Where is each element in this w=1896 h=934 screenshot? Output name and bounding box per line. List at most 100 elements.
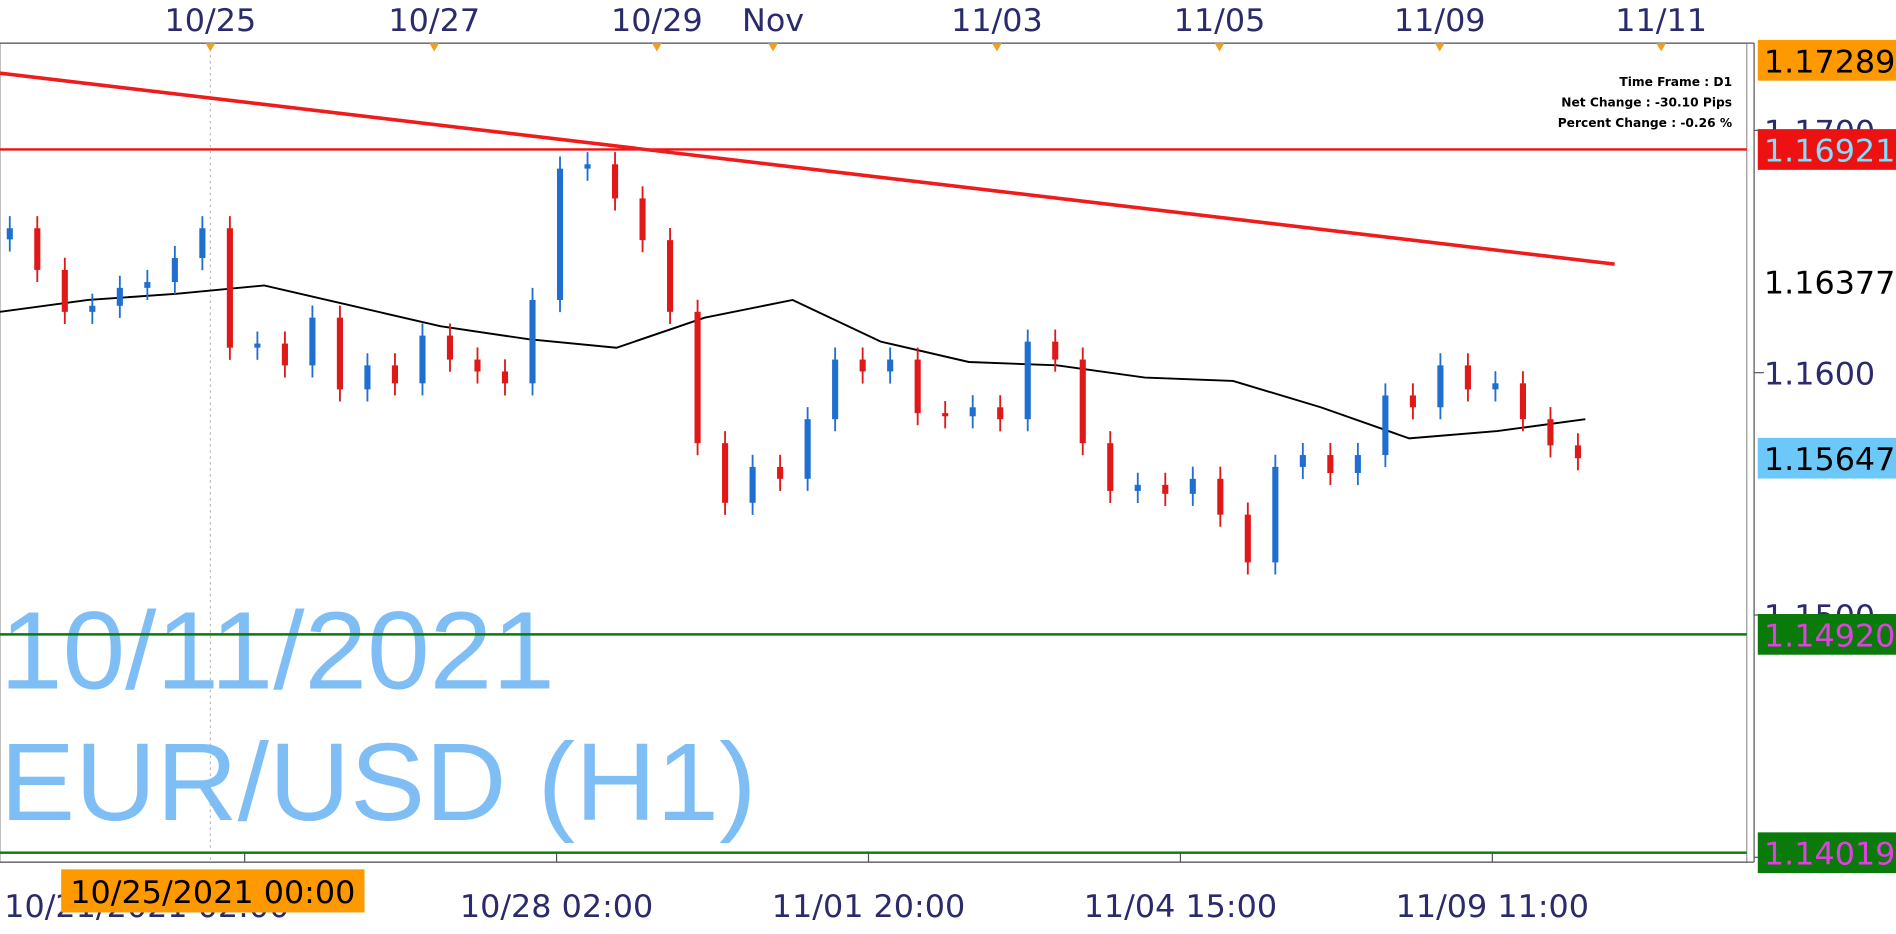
candle-body (1327, 455, 1334, 473)
candle-body (914, 359, 921, 414)
candle-body (1299, 455, 1306, 467)
candle-body (667, 240, 674, 312)
candle-body (694, 311, 701, 444)
candle-body (1382, 395, 1389, 456)
time-marker (429, 43, 440, 52)
candle-body (1354, 455, 1361, 473)
candle-body (1162, 484, 1169, 494)
candle-body (1492, 383, 1499, 390)
candle-body (144, 282, 151, 288)
info-line: Time Frame : D1 (1619, 75, 1732, 89)
top-time-label: Nov (742, 3, 804, 39)
candle-body (942, 413, 949, 417)
candle-body (1079, 359, 1086, 444)
candle-body (199, 228, 206, 259)
level-label-bg (1757, 614, 1896, 655)
level-label: 1.14920 (1764, 619, 1896, 655)
top-time-label: 11/05 (1174, 3, 1266, 39)
time-marker (1656, 43, 1667, 52)
price-label: 1.15647 (1764, 442, 1896, 478)
crosshair-label: 10/25/2021 00:00 (70, 875, 355, 911)
candle-body (1244, 514, 1251, 563)
candle-body (777, 466, 784, 479)
candle-body (887, 359, 894, 372)
level-label-bg (1757, 129, 1896, 170)
candle-body (722, 443, 729, 503)
candle-body (529, 299, 536, 384)
candle-body (226, 228, 233, 348)
candle-body (1134, 484, 1141, 491)
price-label: 1.17289 (1764, 45, 1896, 81)
info-line: Net Change : -30.10 Pips (1561, 96, 1732, 110)
top-time-label: 11/09 (1394, 3, 1486, 39)
time-marker (992, 43, 1002, 52)
candle-body (1052, 341, 1059, 360)
candle-body (336, 317, 343, 390)
candle-body (1409, 395, 1416, 408)
price-label-bg (1757, 39, 1896, 81)
top-time-label: 10/29 (611, 3, 703, 39)
price-label-bg (1757, 260, 1896, 302)
candle-body (254, 343, 261, 348)
candle-body (34, 228, 41, 270)
time-marker (1214, 43, 1225, 52)
candle-body (474, 359, 481, 372)
candle-body (364, 365, 371, 390)
candle-body (1519, 383, 1526, 420)
candle-body (804, 419, 811, 479)
watermark-symbol: EUR/USD (H1) (0, 720, 756, 844)
bottom-time-label: 11/04 15:00 (1084, 890, 1277, 926)
candle-body (969, 407, 976, 417)
candle-body (1024, 341, 1031, 420)
crosshair-label-bg (61, 869, 365, 913)
watermark-date: 10/11/2021 (0, 589, 555, 713)
candle-body (997, 407, 1004, 420)
candle-body (281, 343, 288, 366)
candle-body (419, 335, 426, 384)
candle-body (859, 359, 866, 372)
candle-body (1107, 443, 1114, 491)
candle-body (1574, 445, 1582, 459)
top-time-label: 10/27 (388, 3, 480, 39)
time-marker (1434, 43, 1445, 52)
candle-body (1464, 365, 1471, 390)
top-time-label: 10/25 (165, 3, 257, 39)
candle-body (1272, 466, 1279, 563)
time-marker (205, 43, 216, 52)
moving-average (0, 284, 1586, 440)
candle-body (584, 164, 591, 169)
plot-area (0, 42, 1748, 863)
candle-body (6, 228, 13, 240)
top-time-label: 11/03 (951, 3, 1043, 39)
candle-body (1189, 478, 1196, 494)
candle-body (1547, 419, 1554, 446)
bottom-time-label: 11/01 20:00 (772, 890, 965, 926)
candle-body (391, 365, 399, 384)
candle-body (749, 466, 756, 503)
candle-body (116, 287, 123, 306)
candle-body (309, 317, 316, 366)
price-label: 1.16377 (1764, 266, 1896, 302)
bottom-time-label: 11/09 11:00 (1396, 890, 1589, 926)
level-label: 1.16921 (1764, 134, 1896, 170)
candle-body (1217, 478, 1224, 515)
price-label-bg (1757, 437, 1896, 479)
candle-body (639, 198, 646, 241)
candle-body (171, 258, 178, 283)
candle-body (832, 359, 839, 420)
candle-body (61, 269, 68, 312)
candle-body (1437, 365, 1444, 408)
trendline (0, 71, 1615, 266)
info-line: Percent Change : -0.26 % (1558, 116, 1732, 130)
candle-body (89, 305, 96, 312)
candle-body (501, 371, 509, 384)
candle-body (556, 168, 564, 300)
candle-body (611, 164, 619, 199)
time-marker (651, 43, 662, 52)
time-marker (768, 43, 778, 52)
top-time-label: 11/11 (1615, 3, 1707, 39)
y-tick-label: 1.1600 (1764, 357, 1875, 393)
bottom-time-label: 10/28 02:00 (460, 890, 653, 926)
level-label: 1.14019 (1764, 837, 1896, 873)
